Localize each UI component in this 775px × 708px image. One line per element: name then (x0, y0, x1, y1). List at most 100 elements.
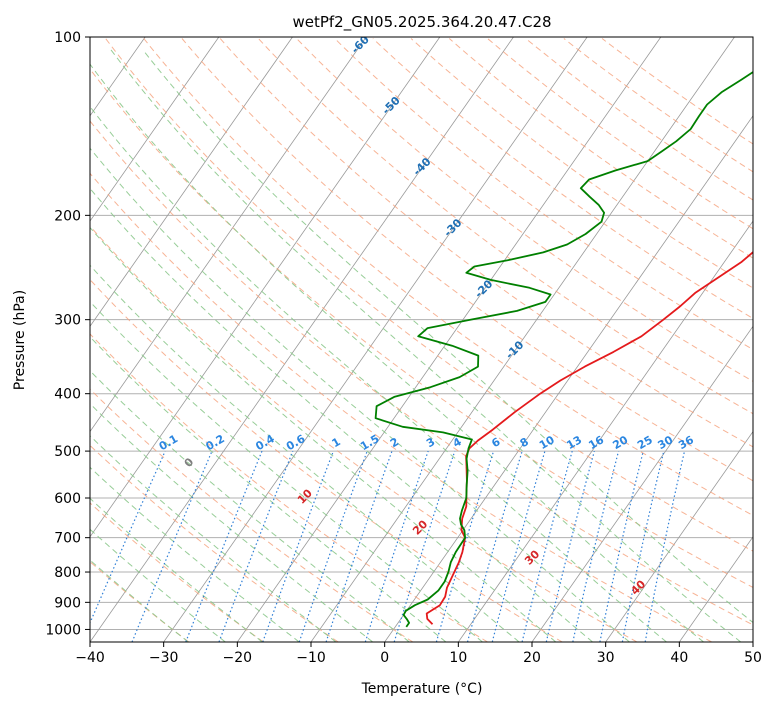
moist-adiabat-line (90, 226, 557, 642)
isotherm-line (163, 37, 588, 642)
dry-adiabat-line (448, 38, 753, 259)
mixing-ratio-label: 0.6 (284, 432, 308, 453)
dewpoint-profile (374, 71, 753, 628)
moist-adiabat-label: 10 (295, 486, 315, 506)
x-tick-label: −10 (296, 650, 326, 666)
mixing-ratio-label: 30 (656, 433, 676, 452)
mixing-ratio-label: 25 (635, 433, 655, 452)
moist-adiabat-line (90, 528, 226, 642)
y-tick-label: 800 (54, 565, 81, 581)
mixing-ratio-label: 10 (537, 433, 557, 452)
dry-adiabat-line (410, 38, 753, 289)
moist-adiabat-line (90, 264, 520, 642)
dry-adiabat-line (219, 38, 753, 448)
isotherm-line (752, 641, 753, 642)
mixing-ratio-line (572, 450, 620, 642)
mixing-ratio-line (90, 450, 166, 625)
chart-title: wetPf2_GN05.2025.364.20.47.C28 (292, 13, 551, 32)
mixing-ratio-label: 0.2 (203, 432, 226, 453)
x-tick-label: 40 (670, 650, 688, 666)
y-tick-label: 200 (54, 208, 81, 224)
x-tick-label: 20 (523, 650, 541, 666)
isotherm-line (458, 220, 753, 642)
mixing-ratio-line (325, 450, 393, 642)
dry-adiabat-line (334, 38, 753, 351)
moist-adiabat-line (90, 147, 630, 642)
mixing-ratio-label: 0.1 (157, 432, 180, 453)
y-tick-label: 700 (54, 531, 81, 547)
isotherm-line (90, 37, 514, 642)
y-tick-label: 300 (54, 313, 81, 329)
dry-adiabat-line (90, 172, 712, 642)
mixing-ratio-line (298, 450, 368, 642)
moist-adiabat-line (90, 403, 374, 642)
mixing-ratio-line (364, 450, 429, 642)
x-tick-label: −30 (149, 650, 179, 666)
dry-adiabat-line (143, 38, 753, 517)
mixing-ratio-label: 3 (424, 435, 437, 450)
dry-adiabat-line (90, 561, 190, 642)
mixing-ratio-label: 13 (564, 433, 584, 452)
x-axis-label: Temperature (°C) (361, 681, 483, 697)
isotherm-label: -60 (349, 33, 372, 56)
isotherm-line (90, 37, 220, 222)
mixing-ratio-line (218, 450, 294, 642)
isotherm-line (310, 37, 735, 642)
x-axis: −40 −30 −20 −10 0 10 20 30 40 50 (75, 642, 762, 666)
x-tick-label: 0 (380, 650, 389, 666)
profile-lines (374, 71, 753, 628)
dry-adiabat-line (90, 502, 264, 642)
moist-adiabat-line (90, 559, 189, 642)
moist-adiabat-label: 30 (522, 547, 542, 567)
y-tick-label: 1000 (45, 622, 81, 638)
moist-adiabat-line (90, 300, 483, 642)
dry-adiabat-line (90, 388, 414, 642)
dry-adiabat-line (90, 333, 488, 642)
x-tick-label: −20 (223, 650, 253, 666)
mixing-ratio-line (393, 450, 456, 642)
mixing-ratio-line (131, 450, 213, 642)
x-tick-label: 30 (597, 650, 615, 666)
isotherm-line (90, 37, 293, 327)
isotherm-line (0, 37, 72, 642)
isotherm-line (237, 37, 662, 642)
dry-adiabat-line (90, 68, 753, 589)
mixing-ratio-label: 36 (676, 433, 696, 452)
isotherm-line (384, 115, 753, 642)
x-tick-label: −40 (75, 650, 105, 666)
mixing-ratio-label: 0.4 (253, 432, 277, 453)
mixing-ratio-line (185, 450, 263, 642)
mixing-ratio-label: 1.5 (358, 432, 381, 453)
isotherm-line (90, 37, 441, 538)
moist-adiabat-line (90, 336, 447, 642)
dry-adiabat-line (105, 38, 753, 552)
moist-adiabat-label: 0 (182, 455, 197, 470)
dry-adiabat-line (601, 38, 753, 145)
mixing-ratio-line (545, 450, 595, 642)
dry-adiabat-line (296, 38, 753, 382)
y-tick-label: 500 (54, 444, 81, 460)
isotherm-line (605, 430, 753, 642)
dry-adiabat-line (90, 444, 339, 642)
mixing-ratio-line (262, 450, 334, 642)
isotherm-line (679, 536, 753, 642)
moist-adiabat-line (90, 187, 593, 642)
mixing-ratio-line (491, 450, 546, 642)
isotherm-label: -40 (410, 155, 433, 178)
dry-adiabat-line (90, 120, 753, 626)
dry-adiabat-line (487, 38, 753, 230)
mixing-ratio-line (644, 450, 686, 642)
moist-adiabat-line (90, 63, 704, 642)
y-tick-label: 600 (54, 491, 81, 507)
temperature-profile (425, 251, 753, 625)
moist-adiabat-line (90, 105, 667, 642)
y-tick-label: 400 (54, 387, 81, 403)
mixing-ratio-label: 1 (330, 435, 343, 450)
isotherm-label: -10 (503, 338, 526, 361)
dry-adiabat-line (258, 38, 753, 415)
mixing-ratio-label: 20 (611, 433, 631, 452)
moist-adiabat-line (90, 435, 337, 642)
x-tick-label: 10 (449, 650, 467, 666)
line-annotations: -100-90-80-70-60-50-40-30-20-100.10.20.4… (157, 33, 697, 598)
